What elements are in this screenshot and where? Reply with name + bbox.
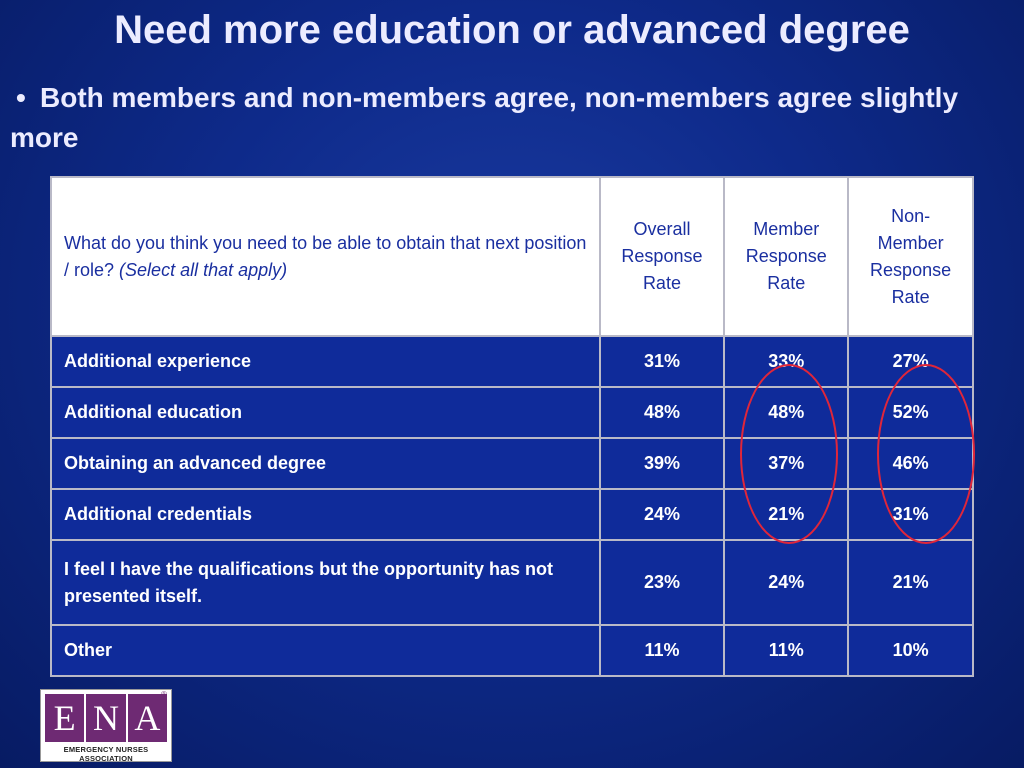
nonmember-cell: 27% xyxy=(847,335,974,388)
row-label: Other xyxy=(50,624,601,677)
nonmember-cell: 10% xyxy=(847,624,974,677)
registered-mark: ® xyxy=(161,690,167,699)
member-cell: 21% xyxy=(723,488,850,541)
header-question-note: (Select all that apply) xyxy=(119,259,288,280)
member-cell: 11% xyxy=(723,624,850,677)
nonmember-cell: 46% xyxy=(847,437,974,490)
member-cell: 48% xyxy=(723,386,850,439)
header-nonmember: Non-Member Response Rate xyxy=(847,176,974,337)
logo-letter-e: E xyxy=(45,694,85,742)
header-question-text: What do you think you need to be able to… xyxy=(64,232,587,280)
logo-letters: E N A xyxy=(45,694,167,742)
header-overall: Overall Response Rate xyxy=(598,176,726,337)
row-label: Additional credentials xyxy=(50,488,601,541)
table-header-row: What do you think you need to be able to… xyxy=(50,176,974,337)
overall-cell: 23% xyxy=(598,539,726,626)
row-label: Additional education xyxy=(50,386,601,439)
row-label: Additional experience xyxy=(50,335,601,388)
logo-letter-a: A xyxy=(127,694,167,742)
response-table: What do you think you need to be able to… xyxy=(50,176,974,677)
logo-subtitle: EMERGENCY NURSES ASSOCIATION xyxy=(63,745,149,763)
member-cell: 37% xyxy=(723,437,850,490)
table-row: Additional credentials 24% 21% 31% xyxy=(50,488,974,541)
bullet-point: • Both members and non-members agree, non… xyxy=(10,78,1000,158)
nonmember-cell: 31% xyxy=(847,488,974,541)
header-member: Member Response Rate xyxy=(723,176,850,337)
header-question: What do you think you need to be able to… xyxy=(50,176,601,337)
bullet-marker: • xyxy=(16,82,26,113)
overall-cell: 48% xyxy=(598,386,726,439)
overall-cell: 11% xyxy=(598,624,726,677)
member-cell: 24% xyxy=(723,539,850,626)
nonmember-cell: 21% xyxy=(847,539,974,626)
logo-letter-n: N xyxy=(86,694,126,742)
nonmember-cell: 52% xyxy=(847,386,974,439)
table-row: Additional education 48% 48% 52% xyxy=(50,386,974,439)
row-label: Obtaining an advanced degree xyxy=(50,437,601,490)
table-row: I feel I have the qualifications but the… xyxy=(50,539,974,626)
ena-logo: E N A ® EMERGENCY NURSES ASSOCIATION xyxy=(40,689,172,763)
row-label: I feel I have the qualifications but the… xyxy=(50,539,601,626)
table-row: Additional experience 31% 33% 27% xyxy=(50,335,974,388)
bullet-text: Both members and non-members agree, non-… xyxy=(10,82,959,153)
member-cell: 33% xyxy=(723,335,850,388)
overall-cell: 31% xyxy=(598,335,726,388)
overall-cell: 39% xyxy=(598,437,726,490)
table-row: Obtaining an advanced degree 39% 37% 46% xyxy=(50,437,974,490)
table-row: Other 11% 11% 10% xyxy=(50,624,974,677)
slide-title: Need more education or advanced degree xyxy=(114,8,910,52)
overall-cell: 24% xyxy=(598,488,726,541)
